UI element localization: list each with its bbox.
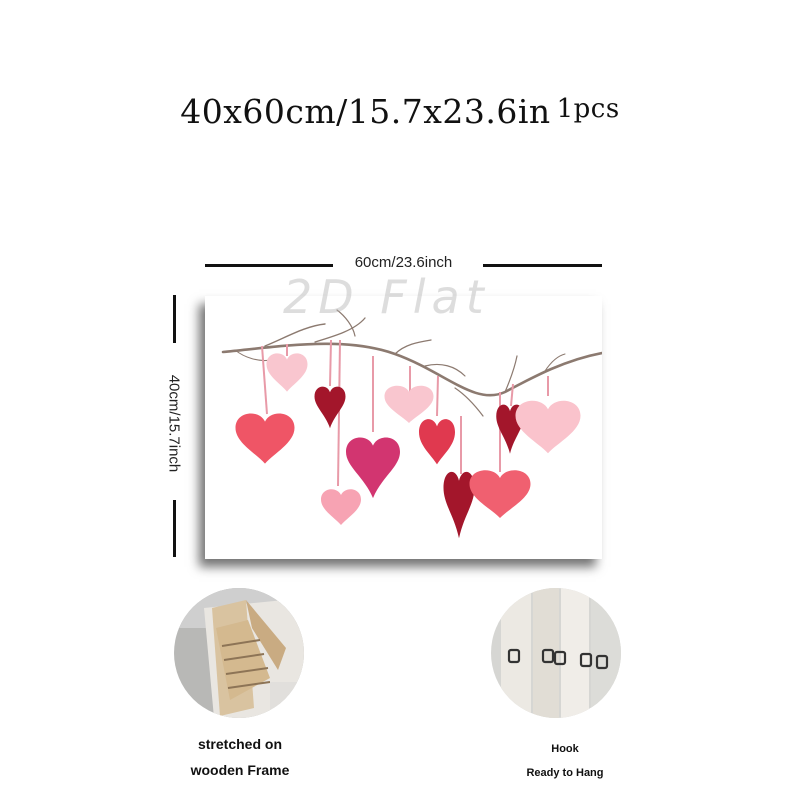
heart-light-right — [515, 400, 581, 454]
width-line-left — [205, 264, 333, 267]
branch — [221, 309, 604, 417]
heart-dark-1 — [314, 386, 346, 429]
height-dimension: 40cm/15.7inch — [165, 295, 183, 557]
height-line-bottom — [173, 500, 176, 557]
width-label: 60cm/23.6inch — [354, 254, 453, 271]
hook-photo — [491, 588, 621, 718]
ribbons — [261, 339, 549, 487]
width-dimension: 60cm/23.6inch — [205, 254, 602, 272]
product-title: 40x60cm/15.7x23.6in 1pcs — [0, 92, 800, 131]
heart-red-left — [235, 413, 295, 464]
heart-red-mid — [419, 419, 455, 465]
watermark-text: 2D Flat — [283, 270, 490, 324]
hook-caption-line1: Hook — [551, 743, 579, 755]
width-line-right — [483, 264, 602, 267]
height-line-top — [173, 295, 176, 343]
hook-caption: Hook Ready to Hang — [480, 737, 650, 785]
frame-photo — [174, 588, 304, 718]
heart-coral — [469, 470, 531, 518]
size-text: 40x60cm/15.7x23.6in — [180, 92, 551, 131]
hearts-artwork — [221, 309, 604, 539]
canvas-print — [205, 296, 604, 559]
frame-caption-line1: stretched on — [197, 736, 282, 752]
frame-caption: stretched on wooden Frame — [150, 731, 330, 783]
heart-magenta — [346, 437, 400, 499]
hearts — [235, 353, 581, 539]
heart-light-top — [266, 353, 308, 392]
quantity-text: 1pcs — [556, 94, 620, 124]
height-label: 40cm/15.7inch — [165, 374, 183, 473]
heart-pink-small — [321, 489, 361, 525]
hook-caption-line2: Ready to Hang — [526, 767, 604, 779]
frame-caption-line2: wooden Frame — [190, 762, 290, 778]
